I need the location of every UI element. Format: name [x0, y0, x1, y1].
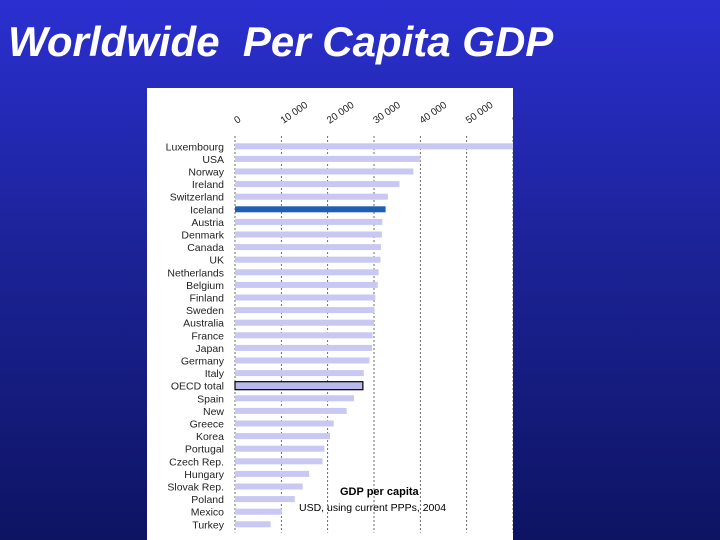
bar	[235, 319, 374, 326]
country-label: USA	[202, 154, 224, 166]
bar	[235, 256, 381, 263]
country-label: Czech Rep.	[169, 456, 224, 468]
bar	[235, 181, 400, 188]
bar	[235, 445, 325, 452]
bar	[235, 218, 383, 225]
country-labels: LuxembourgUSANorwayIrelandSwitzerlandIce…	[166, 141, 225, 531]
country-label: Belgium	[186, 280, 224, 292]
country-label: Spain	[197, 393, 224, 405]
gdp-bar-chart: LuxembourgUSANorwayIrelandSwitzerlandIce…	[166, 100, 513, 533]
x-tick-label: 60 000	[510, 100, 513, 127]
bar	[235, 281, 378, 288]
bar	[235, 420, 334, 427]
x-tick-label: 0	[232, 114, 243, 126]
bar	[235, 407, 347, 414]
country-label: New	[203, 406, 224, 418]
country-label: Ireland	[192, 179, 224, 191]
bar	[235, 370, 364, 377]
bar	[235, 521, 271, 528]
bar	[235, 508, 282, 515]
bar	[235, 294, 376, 301]
bar	[235, 433, 330, 440]
bar	[235, 244, 381, 251]
chart-title: GDP per capita	[340, 486, 420, 498]
country-label: Iceland	[190, 204, 224, 216]
bar	[235, 206, 386, 213]
chart-subtitle: USD, using current PPPs, 2004	[299, 502, 446, 514]
country-label: Norway	[188, 167, 224, 179]
country-label: Austria	[191, 217, 224, 229]
country-label: Poland	[191, 494, 224, 506]
bar	[235, 357, 370, 364]
country-label: Switzerland	[170, 192, 224, 204]
bar	[235, 155, 421, 162]
country-label: Korea	[196, 431, 224, 443]
bar	[235, 332, 373, 339]
x-tick-label: 20 000	[325, 100, 357, 127]
bar	[235, 458, 323, 465]
bars	[234, 143, 513, 528]
x-tick-label: 30 000	[371, 100, 403, 127]
country-label: Italy	[205, 368, 225, 380]
x-tick-label: 10 000	[279, 100, 311, 127]
country-label: Hungary	[184, 469, 224, 481]
country-label: Japan	[195, 343, 224, 355]
chart-panel: Luxembourg USA Norway Ireland Switzerland Ice…	[147, 88, 513, 540]
x-tick-label: 50 000	[464, 100, 496, 127]
country-label: Turkey	[192, 519, 224, 531]
country-label: Canada	[187, 242, 224, 254]
slide-title: Worldwide Per Capita GDP	[8, 18, 554, 65]
country-label: Mexico	[191, 507, 224, 519]
country-label: Finland	[190, 293, 225, 305]
bar	[235, 143, 513, 150]
country-label: Portugal	[185, 444, 224, 456]
country-label: Slovak Rep.	[167, 482, 224, 494]
country-label: Netherlands	[167, 267, 224, 279]
x-tick-labels: 0 10 000 20 000 30 000 40 000 50 000 60 000	[232, 100, 513, 127]
bar	[235, 470, 310, 477]
bar	[235, 344, 373, 351]
bar	[235, 168, 414, 175]
bar	[234, 381, 364, 391]
country-label: Greece	[190, 419, 225, 431]
bar	[235, 231, 382, 238]
country-label: Sweden	[186, 305, 224, 317]
bar	[235, 483, 303, 490]
bar	[235, 193, 388, 200]
country-label: Australia	[183, 318, 224, 330]
bar	[235, 307, 375, 314]
bar	[235, 395, 355, 402]
country-label: Germany	[181, 356, 225, 368]
country-label: UK	[209, 255, 224, 267]
x-tick-label: 40 000	[418, 100, 450, 127]
country-label: France	[191, 330, 224, 342]
country-label: Luxembourg	[166, 141, 225, 153]
country-label: Denmark	[181, 230, 224, 242]
country-label: OECD total	[171, 381, 224, 393]
bar	[235, 496, 295, 503]
bar	[235, 269, 379, 276]
